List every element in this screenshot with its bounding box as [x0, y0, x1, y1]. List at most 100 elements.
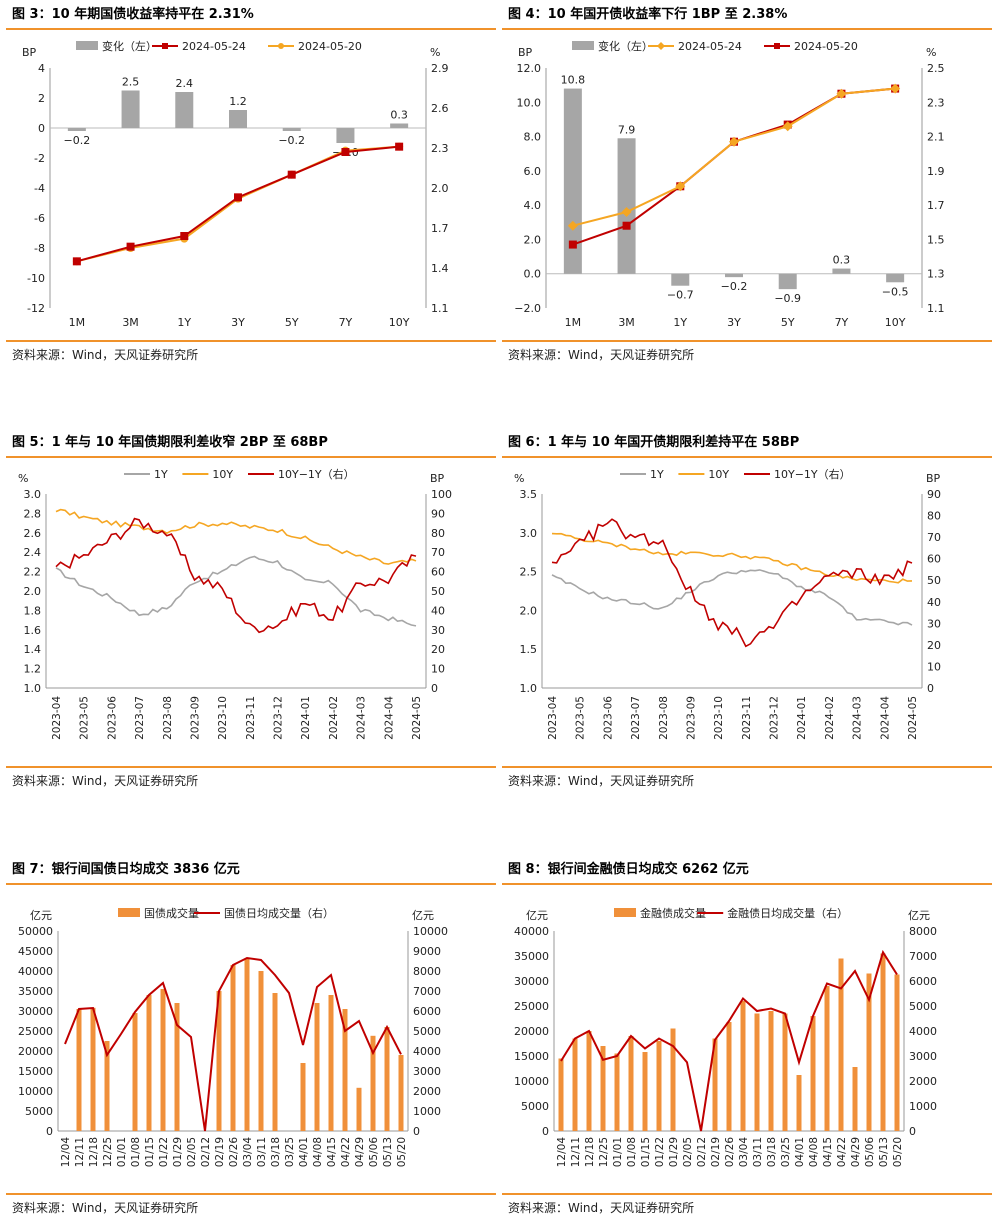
x-tick-label: 04/08 [312, 1137, 324, 1167]
y-tick-label-left: 30000 [18, 1005, 53, 1018]
bar [671, 273, 690, 286]
x-tick-label: 04/15 [822, 1137, 834, 1167]
chart-plot-c5: 3.02.82.62.42.22.01.81.61.41.21.01009080… [18, 467, 452, 740]
chart-plot-c7: 5000045000400003500030000250002000015000… [18, 906, 448, 1167]
y-tick-label-left: 12.0 [517, 62, 542, 75]
legend-label: 金融债成交量 [640, 906, 706, 920]
y-tick-label-right: 8000 [413, 965, 441, 978]
y-tick-label-right: 8000 [909, 925, 937, 938]
x-tick-label: 04/01 [298, 1137, 310, 1167]
x-tick-label: 5Y [781, 316, 795, 329]
bar [121, 90, 140, 128]
y-tick-label-right: 4000 [909, 1025, 937, 1038]
bar [76, 1009, 82, 1131]
y-unit-left: BP [518, 46, 533, 59]
series-point [836, 88, 847, 99]
x-tick-label: 2023-04 [547, 696, 559, 740]
bar [572, 1038, 578, 1131]
x-tick-label: 1M [69, 316, 86, 329]
series-line [551, 532, 913, 584]
bar-data-label: 10.8 [561, 74, 586, 87]
y-tick-label-right: 80 [927, 510, 941, 523]
y-tick-label-left: 8.0 [524, 131, 542, 144]
x-tick-label: 03/11 [752, 1137, 764, 1167]
y-unit-left: BP [22, 46, 37, 59]
x-tick-label: 12/11 [74, 1137, 86, 1167]
bar [90, 1007, 96, 1131]
bar [880, 953, 886, 1131]
y-tick-label-right: 1.7 [927, 199, 945, 212]
y-tick-label-left: 20000 [514, 1025, 549, 1038]
legend-swatch [76, 41, 98, 50]
y-tick-label-right: 2.0 [431, 182, 449, 195]
y-tick-label-right: 70 [927, 531, 941, 544]
y-tick-label-left: 1.0 [24, 682, 42, 695]
chart-plot-c8: 4000035000300002500020000150001000050000… [514, 906, 937, 1168]
x-tick-label: 2023-12 [769, 696, 781, 740]
chart-panel-c6: 图 6：1 年与 10 年国开债期限利差持平在 58BP 3.5 3.0 2.5 2.… [502, 428, 992, 800]
y-tick-label-right: 60 [431, 566, 445, 579]
y-tick-label-left: 2.0 [520, 604, 538, 617]
y-tick-label-right: 4000 [413, 1045, 441, 1058]
x-tick-label: 7Y [339, 316, 353, 329]
series-point [234, 193, 242, 202]
legend-swatch [118, 908, 140, 917]
y-tick-label-left: 40000 [514, 925, 549, 938]
x-tick-label: 02/12 [696, 1137, 708, 1167]
x-tick-label: 05/20 [396, 1137, 408, 1167]
y-tick-label-right: 2.3 [431, 142, 449, 155]
y-tick-label-right: 3000 [413, 1065, 441, 1078]
y-tick-label-right: 90 [927, 488, 941, 501]
y-tick-label-left: 50000 [18, 925, 53, 938]
legend-label: 10Y−1Y（右） [774, 467, 851, 481]
bar [886, 273, 905, 283]
bar [617, 138, 636, 274]
x-tick-label: 05/13 [878, 1137, 890, 1167]
y-unit-right: % [430, 46, 440, 59]
y-unit-left: % [514, 472, 524, 485]
y-tick-label-left: 3.0 [520, 527, 538, 540]
legend-label: 2024-05-20 [298, 40, 362, 53]
legend-label: 1Y [154, 468, 168, 481]
y-tick-label-right: 40 [431, 604, 445, 617]
series-point [568, 240, 577, 249]
x-tick-label: 05/13 [382, 1137, 394, 1167]
y-tick-label-right: 70 [431, 546, 445, 559]
x-tick-label: 2023-06 [106, 696, 118, 740]
bar [778, 273, 797, 290]
y-tick-label-left: 0 [38, 122, 45, 135]
x-tick-label: 02/26 [724, 1137, 736, 1168]
y-tick-label-left: 2.8 [24, 507, 42, 520]
series-line [55, 508, 417, 565]
bar [175, 92, 194, 128]
bar [160, 989, 166, 1131]
y-tick-label-right: 30 [927, 617, 941, 630]
x-tick-label: 01/22 [158, 1137, 170, 1167]
x-tick-label: 02/19 [214, 1137, 226, 1167]
y-tick-label-left: 4 [38, 62, 45, 75]
chart-source: 资料来源：Wind，天风证券研究所 [6, 340, 496, 366]
series-point [341, 148, 350, 156]
x-tick-label: 05/20 [892, 1137, 904, 1167]
y-tick-label-left: 5000 [521, 1100, 549, 1113]
y-tick-label-right: 1.5 [927, 233, 945, 246]
y-tick-label-left: 1.8 [24, 604, 42, 617]
y-tick-label-right: 30 [431, 624, 445, 637]
y-tick-label-right: 1.4 [431, 262, 449, 275]
x-tick-label: 3Y [231, 316, 245, 329]
x-tick-label: 2023-04 [51, 696, 63, 740]
series-line [560, 949, 898, 1132]
x-tick-label: 3M [122, 316, 139, 329]
bar [725, 273, 743, 278]
x-tick-label: 2024-04 [383, 696, 395, 740]
y-unit-right: 亿元 [412, 909, 434, 922]
legend-marker [162, 43, 168, 49]
y-tick-label-left: 35000 [514, 950, 549, 963]
y-tick-label-right: 0 [413, 1125, 420, 1138]
y-tick-label-right: 5000 [909, 1000, 937, 1013]
chart-plot-c3: 4 2 0 -2 -4 -6 -8 -10 -12 2.9 2.6 2.3 2.0 1.7 1.4 1.1 BP… [22, 39, 449, 329]
y-tick-label-left: 3.5 [520, 488, 538, 501]
y-tick-label-right: 10000 [413, 925, 448, 938]
chart-source: 资料来源：Wind，天风证券研究所 [6, 766, 496, 792]
x-tick-label: 2023-09 [189, 696, 201, 740]
